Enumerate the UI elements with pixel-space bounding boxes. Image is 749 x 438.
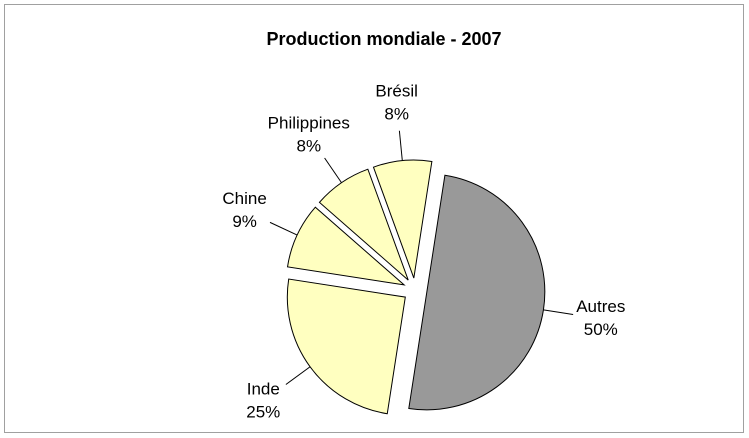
leader-line [285,366,311,385]
leader-line [543,309,574,315]
slice-label: Autres [576,297,625,316]
slice-label: Chine [222,189,266,208]
pie-slice [408,174,546,411]
slice-label: Inde [247,380,280,399]
leader-line [398,130,403,161]
slice-value-label: 9% [232,212,257,231]
pie-slice [372,159,433,279]
slice-value-label: 25% [246,403,280,422]
chart-title: Production mondiale - 2007 [266,29,501,49]
slice-label: Philippines [268,113,350,132]
slice-value-label: 50% [584,320,618,339]
leader-line [324,157,342,184]
pie-slice [318,168,409,281]
pie-slice [286,278,406,415]
slice-value-label: 8% [384,104,409,123]
slice-label: Brésil [375,81,418,100]
leader-line [269,221,298,236]
slice-value-label: 8% [296,136,321,155]
